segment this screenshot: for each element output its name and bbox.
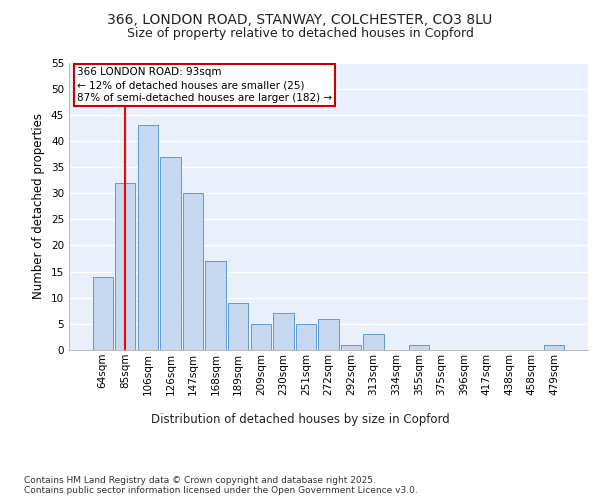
Text: Size of property relative to detached houses in Copford: Size of property relative to detached ho… (127, 28, 473, 40)
Bar (160, 156, 181, 350)
Bar (341, 345, 361, 350)
Text: 366 LONDON ROAD: 93sqm
← 12% of detached houses are smaller (25)
87% of semi-det: 366 LONDON ROAD: 93sqm ← 12% of detached… (77, 67, 332, 103)
Bar (544, 345, 565, 350)
Bar (251, 324, 271, 350)
Bar (228, 303, 248, 350)
Text: Contains HM Land Registry data © Crown copyright and database right 2025.
Contai: Contains HM Land Registry data © Crown c… (24, 476, 418, 495)
Bar (183, 193, 203, 350)
Bar (296, 324, 316, 350)
Bar (409, 345, 429, 350)
Bar (138, 125, 158, 350)
Text: 366, LONDON ROAD, STANWAY, COLCHESTER, CO3 8LU: 366, LONDON ROAD, STANWAY, COLCHESTER, C… (107, 12, 493, 26)
Bar (364, 334, 384, 350)
Y-axis label: Number of detached properties: Number of detached properties (32, 114, 46, 299)
Bar (319, 318, 338, 350)
Bar (92, 277, 113, 350)
Bar (205, 261, 226, 350)
Bar (273, 314, 293, 350)
Text: Distribution of detached houses by size in Copford: Distribution of detached houses by size … (151, 412, 449, 426)
Bar (115, 182, 136, 350)
